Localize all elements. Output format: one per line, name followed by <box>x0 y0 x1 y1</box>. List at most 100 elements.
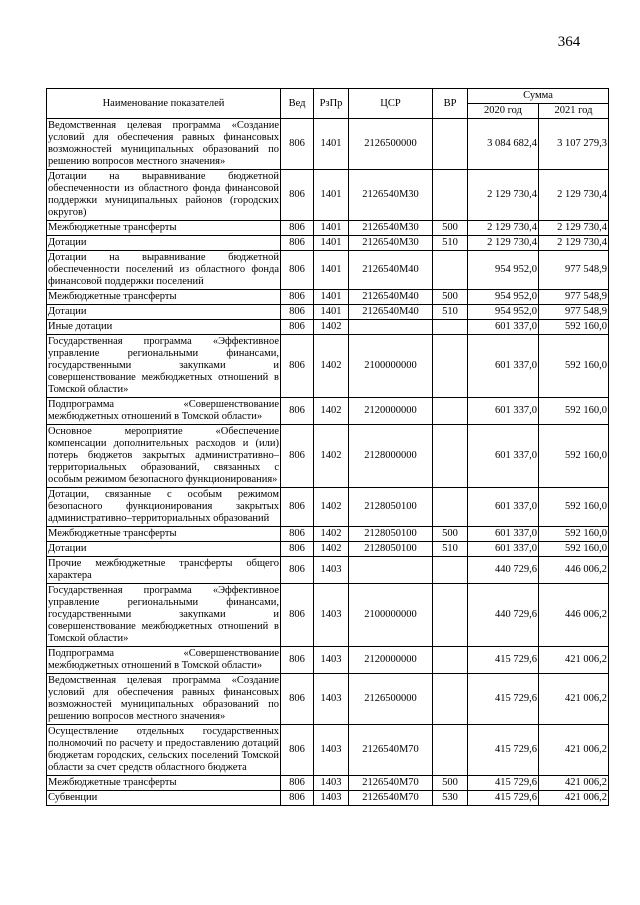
row-rzpr-cell: 1401 <box>313 250 349 290</box>
row-ved-cell: 806 <box>280 289 314 305</box>
row-name-cell: Субвенции <box>46 790 281 806</box>
table-row: Межбюджетные трансферты 806 1401 2126540M40… <box>46 289 610 305</box>
table-row: Подпрограмма «Совершенствование межбюдже… <box>46 397 610 425</box>
row-rzpr-cell: 1402 <box>313 487 349 527</box>
row-sum-2020-cell: 601 337,0 <box>467 424 539 488</box>
row-name-cell: Основное мероприятие «Обеспечение компен… <box>46 424 281 488</box>
table-row: Дотации 806 1401 2126540M40 510 954 952,0 977 … <box>46 304 610 320</box>
row-rzpr-cell: 1403 <box>313 673 349 725</box>
row-rzpr-cell: 1403 <box>313 724 349 776</box>
row-csr-cell: 2100000000 <box>348 334 433 398</box>
row-sum-2021-cell: 2 129 730,4 <box>537 235 610 251</box>
row-csr-cell: 2126540M70 <box>348 724 433 776</box>
row-sum-2020-cell: 2 129 730,4 <box>467 235 539 251</box>
row-csr-cell: 2126540M30 <box>348 169 433 221</box>
table-row: Осуществление отдельных государственных … <box>46 724 610 776</box>
row-csr-cell: 2126540M40 <box>348 304 433 320</box>
row-vr-cell: 510 <box>432 235 468 251</box>
row-name-cell: Государственная программа «Эффективное у… <box>46 583 281 647</box>
row-sum-2020-cell: 415 729,6 <box>467 790 539 806</box>
row-sum-2021-cell: 421 006,2 <box>537 790 610 806</box>
row-vr-cell <box>432 397 468 425</box>
table-row: Иные дотации 806 1402 601 337,0 592 160,0 <box>46 319 610 335</box>
row-name-cell: Осуществление отдельных государственных … <box>46 724 281 776</box>
row-sum-2021-cell: 592 160,0 <box>537 319 610 335</box>
row-rzpr-cell: 1402 <box>313 334 349 398</box>
table-row: Межбюджетные трансферты 806 1402 2128050100… <box>46 526 610 542</box>
row-name-cell: Межбюджетные трансферты <box>46 526 281 542</box>
row-csr-cell <box>348 556 433 584</box>
row-ved-cell: 806 <box>280 526 314 542</box>
row-sum-2020-cell: 440 729,6 <box>467 583 539 647</box>
row-ved-cell: 806 <box>280 790 314 806</box>
row-vr-cell: 510 <box>432 541 468 557</box>
row-csr-cell: 2128050100 <box>348 541 433 557</box>
row-sum-2020-cell: 601 337,0 <box>467 334 539 398</box>
row-sum-2020-cell: 415 729,6 <box>467 673 539 725</box>
row-sum-2021-cell: 592 160,0 <box>537 424 610 488</box>
row-vr-cell <box>432 334 468 398</box>
row-csr-cell: 2128050100 <box>348 526 433 542</box>
row-name-cell: Дотации, связанные с особым режимом безо… <box>46 487 281 527</box>
row-sum-2020-cell: 3 084 682,4 <box>467 118 539 170</box>
row-vr-cell <box>432 118 468 170</box>
row-vr-cell: 500 <box>432 289 468 305</box>
row-rzpr-cell: 1401 <box>313 169 349 221</box>
page-number: 364 <box>557 34 581 50</box>
col-header-year-2021: 2021 год <box>537 103 610 119</box>
row-ved-cell: 806 <box>280 304 314 320</box>
row-sum-2021-cell: 977 548,9 <box>537 250 610 290</box>
row-rzpr-cell: 1401 <box>313 235 349 251</box>
row-ved-cell: 806 <box>280 235 314 251</box>
row-sum-2021-cell: 446 006,2 <box>537 583 610 647</box>
row-rzpr-cell: 1402 <box>313 526 349 542</box>
table-row: Межбюджетные трансферты 806 1401 2126540M30… <box>46 220 610 236</box>
table-row: Ведомственная целевая программа «Создани… <box>46 673 610 725</box>
row-csr-cell: 2126540M70 <box>348 775 433 791</box>
table-row: Дотации 806 1401 2126540M30 510 2 129 730,4 2 … <box>46 235 610 251</box>
col-header-rzpr: РзПр <box>313 88 349 119</box>
row-ved-cell: 806 <box>280 583 314 647</box>
row-rzpr-cell: 1403 <box>313 556 349 584</box>
row-rzpr-cell: 1401 <box>313 220 349 236</box>
row-vr-cell <box>432 724 468 776</box>
row-rzpr-cell: 1403 <box>313 583 349 647</box>
table-row: Дотации на выравнивание бюджетной обеспе… <box>46 169 610 221</box>
row-csr-cell: 2126500000 <box>348 118 433 170</box>
row-ved-cell: 806 <box>280 118 314 170</box>
row-ved-cell: 806 <box>280 220 314 236</box>
row-sum-2020-cell: 601 337,0 <box>467 397 539 425</box>
col-header-vr: ВР <box>432 88 468 119</box>
row-name-cell: Межбюджетные трансферты <box>46 775 281 791</box>
row-csr-cell: 2126540M30 <box>348 235 433 251</box>
row-name-cell: Дотации <box>46 541 281 557</box>
row-name-cell: Подпрограмма «Совершенствование межбюдже… <box>46 646 281 674</box>
table-row: Государственная программа «Эффективное у… <box>46 334 610 398</box>
row-sum-2021-cell: 592 160,0 <box>537 397 610 425</box>
row-sum-2020-cell: 601 337,0 <box>467 526 539 542</box>
row-vr-cell: 500 <box>432 526 468 542</box>
row-ved-cell: 806 <box>280 724 314 776</box>
row-vr-cell <box>432 487 468 527</box>
row-csr-cell: 2120000000 <box>348 646 433 674</box>
row-rzpr-cell: 1403 <box>313 790 349 806</box>
col-header-year-2020: 2020 год <box>467 103 539 119</box>
row-ved-cell: 806 <box>280 250 314 290</box>
row-vr-cell: 500 <box>432 775 468 791</box>
table-row: Межбюджетные трансферты 806 1403 2126540M70… <box>46 775 610 791</box>
row-sum-2021-cell: 421 006,2 <box>537 673 610 725</box>
row-csr-cell: 2126500000 <box>348 673 433 725</box>
row-name-cell: Межбюджетные трансферты <box>46 220 281 236</box>
row-vr-cell <box>432 646 468 674</box>
row-sum-2021-cell: 421 006,2 <box>537 724 610 776</box>
row-rzpr-cell: 1401 <box>313 304 349 320</box>
row-name-cell: Государственная программа «Эффективное у… <box>46 334 281 398</box>
table-row: Дотации на выравнивание бюджетной обеспе… <box>46 250 610 290</box>
row-sum-2021-cell: 592 160,0 <box>537 487 610 527</box>
row-rzpr-cell: 1402 <box>313 319 349 335</box>
row-sum-2020-cell: 415 729,6 <box>467 775 539 791</box>
row-csr-cell: 2126540M40 <box>348 250 433 290</box>
table-row: Основное мероприятие «Обеспечение компен… <box>46 424 610 488</box>
row-ved-cell: 806 <box>280 541 314 557</box>
row-sum-2021-cell: 977 548,9 <box>537 304 610 320</box>
